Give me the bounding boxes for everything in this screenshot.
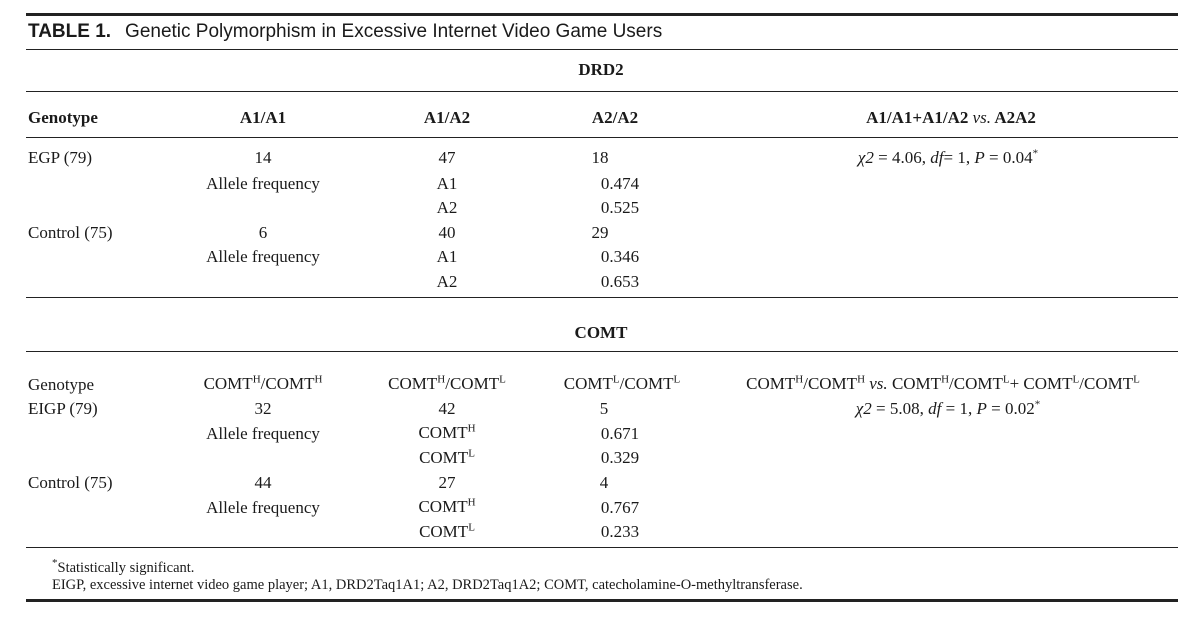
drd2-control-allele-a1: A1 [436,247,458,266]
comt-eigp-allele-h: COMTH [418,422,476,442]
comt-control-allele-label: Allele frequency [206,498,320,517]
comt-eigp-ll: 5 [599,399,609,418]
drd2-header-rule [26,137,1178,138]
drd2-header-a1a1: A1/A1 [239,108,287,127]
drd2-egp-a2a2: 18 [591,148,609,167]
drd2-control-freq-a1: 0.346 [600,247,640,266]
drd2-header-a2a2: A2/A2 [591,108,639,127]
comt-section-title: COMT [574,323,628,342]
top-rule [26,13,1178,16]
drd2-end-rule [26,297,1178,298]
title-rule [26,49,1178,50]
comt-control-freq-l: 0.233 [600,522,640,541]
drd2-control-a2a2: 29 [591,223,609,242]
comt-header-hl: COMTH/COMTL [388,373,506,393]
comt-eigp-freq-l: 0.329 [600,448,640,467]
comt-header-genotype: Genotype [28,375,95,394]
drd2-control-freq-a2: 0.653 [600,272,640,291]
drd2-egp-a1a2: 47 [438,148,456,167]
drd2-egp-freq-a1: 0.474 [600,174,640,193]
table-title: TABLE 1. Genetic Polymorphism in Excessiv… [28,22,662,42]
drd2-header-a1a2: A1/A2 [423,108,471,127]
drd2-control-a1a2: 40 [438,223,456,242]
comt-header-ll: COMTL/COMTL [563,373,681,393]
comt-section-rule [26,351,1178,352]
comt-eigp-allele-l: COMTL [419,447,475,467]
comt-eigp-hh: 32 [254,399,272,418]
comt-header-hh: COMTH/COMTH [203,373,323,393]
drd2-egp-allele-a2: A2 [436,198,458,217]
comt-eigp-label: EIGP (79) [28,399,98,418]
table-label: TABLE 1. [28,21,112,42]
comt-eigp-hl: 42 [438,399,456,418]
drd2-egp-allele-a1: A1 [436,174,458,193]
comt-control-hl: 27 [438,473,456,492]
footnote-abbreviations: EIGP, excessive internet video game play… [52,577,803,593]
comt-eigp-stat: χ2 = 5.08, df = 1, P = 0.02* [855,398,1041,418]
comt-eigp-allele-label: Allele frequency [206,424,320,443]
drd2-control-a1a1: 6 [258,223,268,242]
comt-control-allele-h: COMTH [418,496,476,516]
drd2-header-genotype: Genotype [28,108,98,127]
comt-header-comparison: COMTH/COMTH vs. COMTH/COMTL+ COMTL/COMTL [746,373,1140,393]
drd2-egp-a1a1: 14 [254,148,272,167]
drd2-egp-allele-label: Allele frequency [206,174,320,193]
drd2-egp-freq-a2: 0.525 [600,198,640,217]
table-bottom-rule [26,547,1178,548]
drd2-egp-label: EGP (79) [28,148,93,167]
table-title-text: Genetic Polymorphism in Excessive Intern… [125,21,663,42]
comt-eigp-freq-h: 0.671 [600,424,640,443]
comt-control-freq-h: 0.767 [600,498,640,517]
footer-rule [26,599,1178,602]
drd2-control-allele-a2: A2 [436,272,458,291]
drd2-section-title: DRD2 [578,60,624,79]
drd2-control-label: Control (75) [28,223,113,242]
drd2-header-comparison: A1/A1+A1/A2 vs. A2A2 [866,108,1036,127]
comt-control-hh: 44 [254,473,272,492]
comt-control-allele-l: COMTL [419,521,475,541]
comt-control-label: Control (75) [28,473,113,492]
comt-control-ll: 4 [599,473,609,492]
footnote-significant: *Statistically significant. [52,557,195,576]
drd2-control-allele-label: Allele frequency [206,247,320,266]
drd2-section-rule [26,91,1178,92]
drd2-egp-stat: χ2 = 4.06, df= 1, P = 0.04* [857,147,1039,167]
